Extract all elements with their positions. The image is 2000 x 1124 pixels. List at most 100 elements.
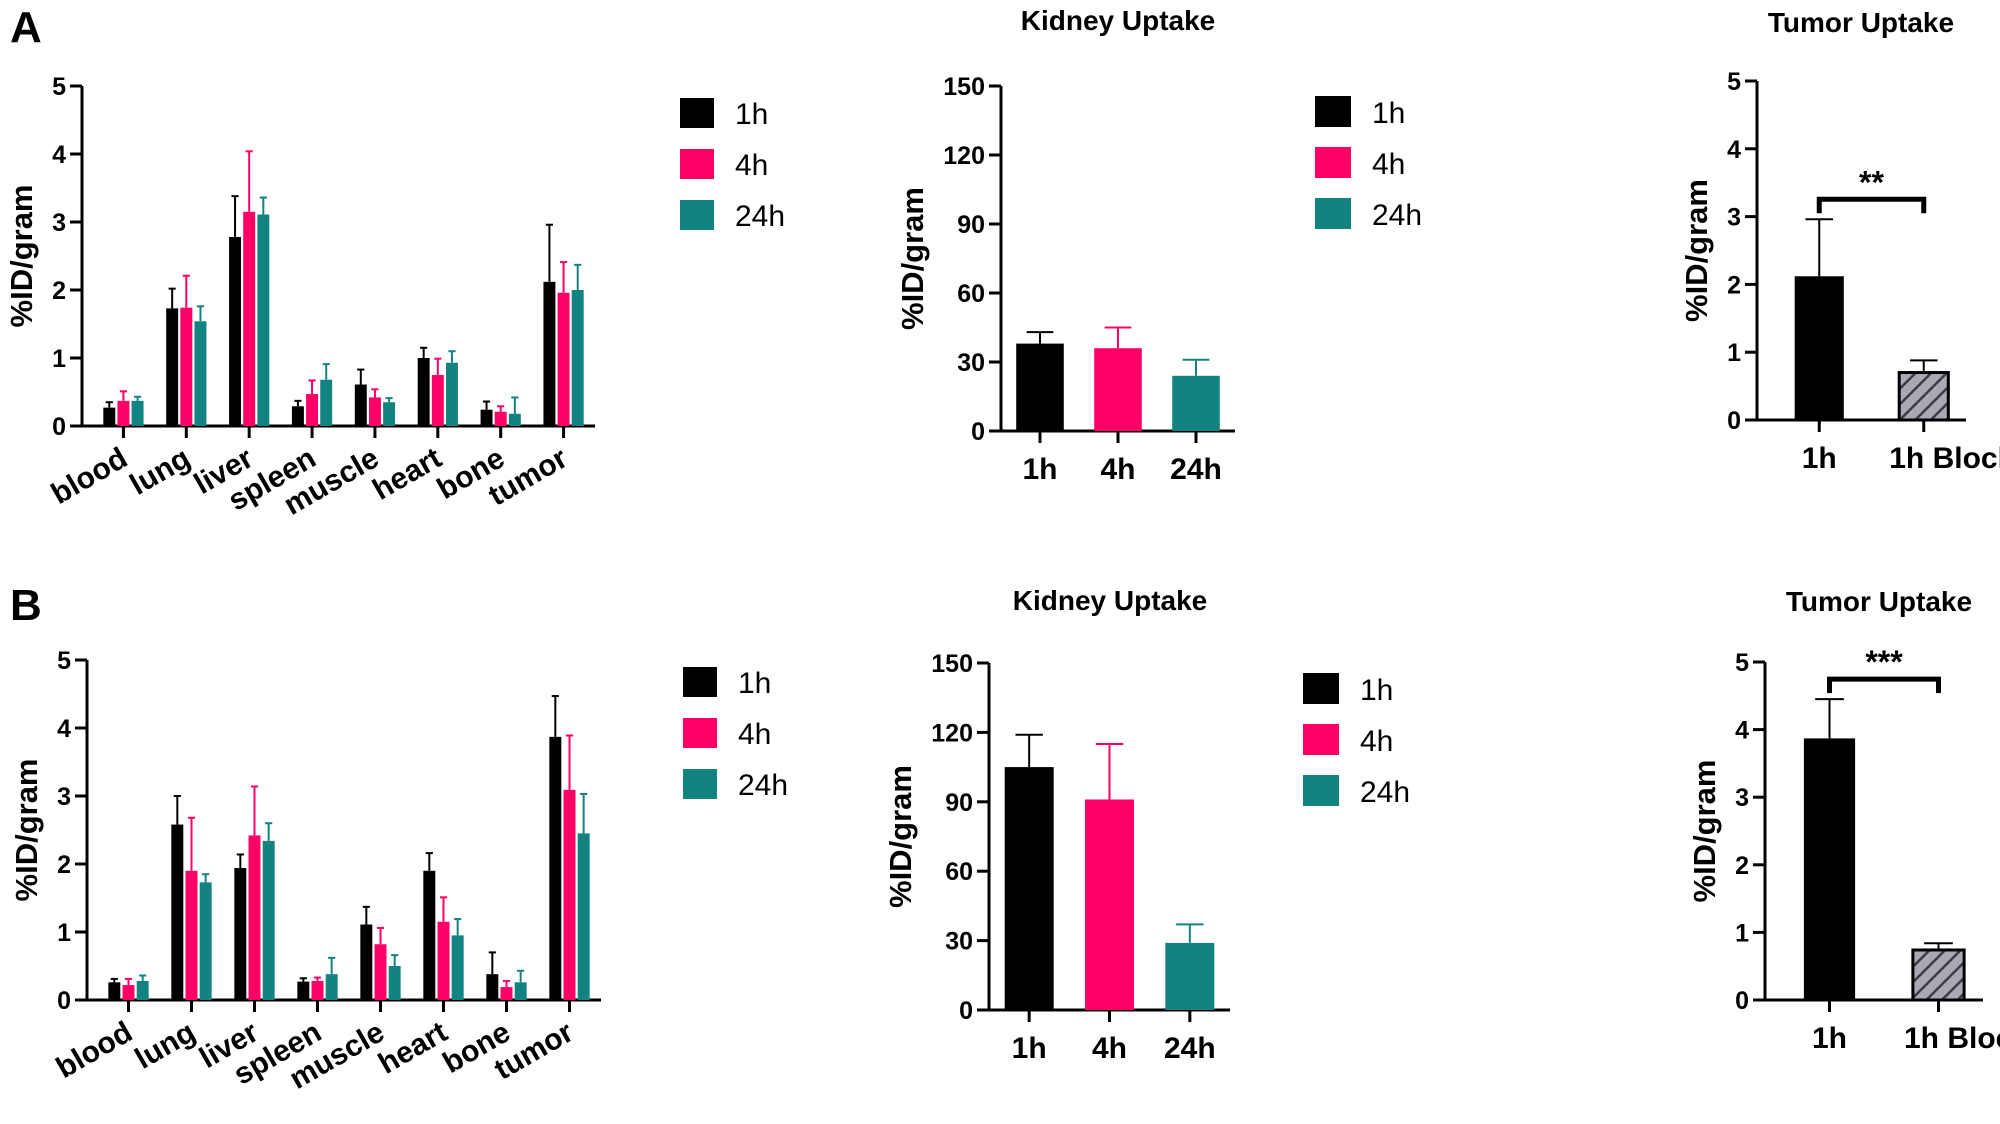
x-category-label: 1h — [1812, 1022, 1847, 1055]
y-tick-label: 90 — [957, 211, 985, 239]
x-category-label: 24h — [1164, 1032, 1216, 1065]
y-axis-label: %ID/gram — [4, 185, 39, 328]
bar — [577, 833, 590, 1000]
y-tick-label: 5 — [1727, 68, 1741, 96]
bar — [131, 400, 144, 426]
x-category-label: 1h Block — [1904, 1022, 2000, 1055]
bar — [445, 362, 458, 426]
legend-swatch — [680, 149, 714, 179]
panel-a: A012345%ID/grambloodlungliverspleenmuscl… — [4, 3, 2000, 522]
bar — [194, 321, 207, 426]
x-category-label: heart — [373, 1015, 453, 1080]
bar — [1016, 343, 1064, 431]
y-tick-label: 2 — [57, 851, 71, 879]
bar — [1094, 348, 1142, 431]
legend-label: 24h — [1372, 199, 1422, 232]
bar — [1803, 738, 1856, 1000]
chart-title: Kidney Uptake — [1013, 585, 1208, 616]
bar — [374, 944, 387, 1000]
bar — [243, 211, 256, 426]
y-tick-label: 3 — [1735, 784, 1749, 812]
legend-label: 4h — [1372, 148, 1405, 181]
bar — [1897, 371, 1950, 422]
y-tick-label: 2 — [1735, 852, 1749, 880]
bar — [437, 921, 450, 1000]
y-axis-label: %ID/gram — [1679, 179, 1714, 322]
bar — [257, 214, 270, 426]
bar — [103, 407, 116, 426]
bar — [514, 982, 527, 1000]
x-category-label: 24h — [1170, 453, 1222, 486]
chart: 012345%ID/grambloodlungliverspleenmuscle… — [4, 73, 785, 522]
x-category-label: 4h — [1092, 1032, 1127, 1065]
bar — [248, 835, 261, 1000]
legend-label: 24h — [1360, 776, 1410, 809]
bar — [108, 982, 121, 1000]
bar — [185, 870, 198, 1000]
bar — [117, 400, 130, 426]
bar — [306, 394, 319, 426]
legend-label: 1h — [1360, 674, 1393, 707]
y-tick-label: 4 — [57, 715, 71, 743]
y-tick-label: 150 — [943, 73, 985, 101]
y-tick-label: 60 — [957, 280, 985, 308]
y-tick-label: 1 — [57, 919, 71, 947]
legend-swatch — [1315, 96, 1351, 127]
bar — [360, 924, 373, 1000]
bar — [136, 980, 149, 1000]
y-axis-label: %ID/gram — [895, 187, 930, 330]
x-category-label: blood — [51, 1015, 138, 1084]
y-tick-label: 2 — [1727, 271, 1741, 299]
x-category-label: 1h — [1022, 453, 1057, 486]
legend-label: 24h — [738, 769, 788, 802]
bar — [383, 402, 396, 426]
bar — [543, 281, 556, 426]
bar — [297, 981, 310, 1000]
legend-label: 4h — [735, 149, 768, 182]
bar — [1165, 942, 1215, 1010]
bar — [571, 290, 584, 426]
bar — [549, 736, 562, 1000]
legend-swatch — [683, 718, 717, 748]
bar — [486, 974, 499, 1000]
significance-stars: *** — [1865, 644, 1903, 680]
legend-label: 1h — [735, 98, 768, 131]
chart: 012345%ID/grambloodlungliverspleenmuscle… — [9, 647, 788, 1096]
bar — [451, 935, 464, 1000]
legend-swatch — [680, 98, 714, 128]
y-tick-label: 150 — [931, 650, 973, 678]
bar — [166, 308, 179, 426]
y-tick-label: 3 — [52, 209, 66, 237]
y-tick-label: 0 — [971, 418, 985, 446]
panel-letter: B — [10, 581, 42, 630]
y-tick-label: 1 — [1735, 919, 1749, 947]
y-tick-label: 3 — [57, 783, 71, 811]
bar — [1911, 948, 1966, 1002]
bar — [500, 987, 513, 1000]
legend-label: 1h — [1372, 97, 1405, 130]
bar — [508, 413, 521, 426]
bar — [171, 824, 184, 1000]
legend-swatch — [683, 667, 717, 697]
x-category-label: 4h — [1100, 453, 1135, 486]
y-tick-label: 0 — [1727, 407, 1741, 435]
bar — [557, 292, 570, 426]
legend-swatch — [1303, 724, 1339, 755]
bar — [1004, 767, 1054, 1010]
bar — [1084, 799, 1135, 1010]
chart-title: Tumor Uptake — [1786, 586, 1972, 617]
y-axis-label: %ID/gram — [883, 765, 918, 908]
y-tick-label: 0 — [959, 997, 973, 1025]
chart: Tumor Uptake 0 1 2 3 4 5 %ID/gram 1h 1h Block *** — [1687, 586, 2000, 1055]
legend-label: 1h — [738, 667, 771, 700]
bar — [320, 379, 333, 426]
y-tick-label: 1 — [1727, 339, 1741, 367]
bar — [354, 384, 367, 426]
y-tick-label: 5 — [52, 73, 66, 101]
legend-swatch — [1303, 673, 1339, 704]
bar — [480, 409, 493, 426]
bar — [431, 375, 444, 426]
bar — [423, 870, 436, 1000]
legend-label: 4h — [738, 718, 771, 751]
y-tick-label: 0 — [52, 413, 66, 441]
